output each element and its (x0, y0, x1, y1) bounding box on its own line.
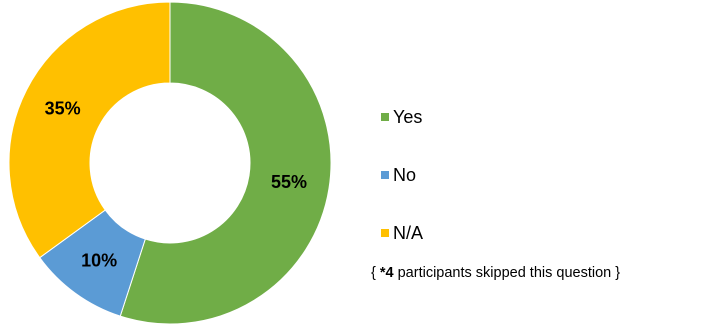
note-open: { (371, 265, 380, 281)
legend-item-na: N/A (381, 219, 423, 247)
legend-swatch-no (381, 171, 389, 179)
legend-item-yes: Yes (381, 103, 423, 131)
donut-slice-na (8, 1, 171, 259)
donut-slice-yes (119, 1, 332, 325)
legend-label-na: N/A (393, 222, 424, 243)
legend-item-no: No (381, 161, 423, 189)
legend-label-yes: Yes (393, 106, 423, 127)
skipped-note: { *4 participants skipped this question … (371, 265, 620, 281)
chart-legend: Yes No N/A (381, 103, 423, 277)
slice-label-na: 35% (45, 98, 81, 118)
legend-swatch-na (381, 229, 389, 237)
slice-label-no: 10% (81, 250, 117, 270)
legend-swatch-yes (381, 113, 389, 121)
note-text: participants skipped this question } (393, 265, 621, 281)
slice-label-yes: 55% (271, 172, 307, 192)
legend-label-no: No (393, 164, 417, 185)
note-count: *4 (379, 265, 394, 281)
